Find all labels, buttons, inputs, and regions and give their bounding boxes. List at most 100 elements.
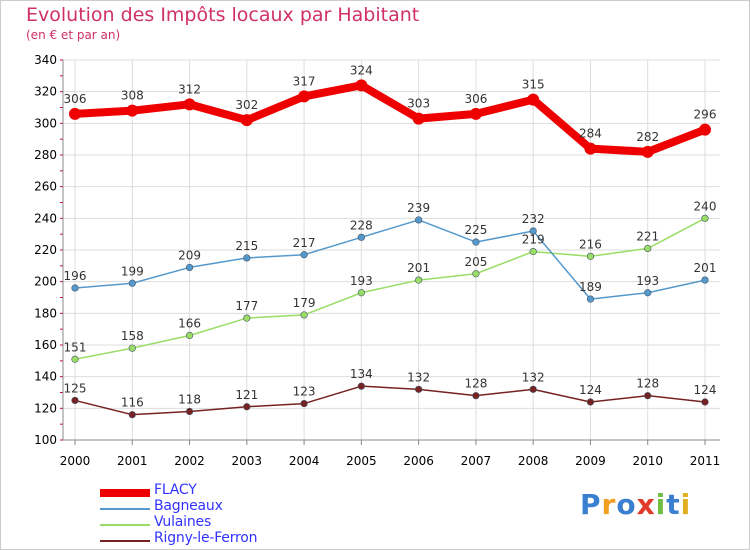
data-label: 228 <box>350 218 373 232</box>
data-label: 209 <box>178 248 201 262</box>
data-label: 284 <box>579 127 602 141</box>
data-label: 179 <box>293 296 316 310</box>
x-tick-label: 2001 <box>117 454 148 468</box>
logo-letter: t <box>666 488 681 521</box>
data-label: 308 <box>121 89 144 103</box>
data-point <box>69 107 81 120</box>
y-tick-label: 140 <box>34 370 57 384</box>
data-point <box>415 276 423 284</box>
data-point <box>644 244 652 253</box>
legend-swatch <box>100 524 150 526</box>
data-label: 296 <box>694 108 717 122</box>
x-tick-label: 2004 <box>289 454 320 468</box>
data-point <box>529 227 537 235</box>
data-label: 193 <box>636 274 659 288</box>
data-point <box>527 93 540 106</box>
data-label: 123 <box>293 385 316 399</box>
logo-letter: x <box>636 488 656 521</box>
data-point <box>529 247 537 256</box>
data-point <box>584 142 597 155</box>
logo-letter: i <box>680 488 692 521</box>
x-tick-label: 2009 <box>575 454 606 468</box>
y-tick-label: 280 <box>34 148 57 162</box>
data-label: 315 <box>522 78 545 92</box>
series-lines <box>71 81 709 416</box>
series-line-rigny-le-ferron <box>74 385 706 416</box>
data-label: 302 <box>235 98 258 112</box>
y-tick-label: 200 <box>34 275 57 289</box>
data-label: 303 <box>407 97 430 111</box>
legend-label: Rigny-le-Ferron <box>154 530 258 546</box>
data-label: 132 <box>407 370 430 384</box>
data-point <box>472 392 480 400</box>
data-point <box>128 344 136 352</box>
data-point <box>644 392 652 400</box>
data-label: 239 <box>407 201 430 215</box>
data-point <box>644 289 652 297</box>
data-point <box>243 403 251 411</box>
x-tick-label: 2000 <box>60 454 91 468</box>
series-points <box>69 79 711 419</box>
chart-title: Evolution des Impôts locaux par Habitant <box>26 4 420 26</box>
x-tick-label: 2008 <box>518 454 549 468</box>
grid-lines <box>63 59 720 441</box>
data-label: 189 <box>579 280 602 294</box>
data-label: 166 <box>178 317 201 331</box>
data-label: 215 <box>235 239 258 253</box>
data-label: 116 <box>121 396 144 410</box>
legend-swatch <box>100 508 150 510</box>
data-point <box>185 263 194 272</box>
y-tick-label: 180 <box>34 306 57 320</box>
data-label: 232 <box>522 212 545 226</box>
data-label: 128 <box>636 377 659 391</box>
data-label: 306 <box>464 92 487 106</box>
x-axis-ticks: 2000 2001 2002 2003 2004 2005 2006 2007 2008 2009… <box>60 454 721 468</box>
legend-swatch <box>100 540 150 542</box>
data-label: 125 <box>64 381 87 395</box>
data-label: 312 <box>178 82 201 96</box>
data-point <box>412 112 425 125</box>
data-label: 199 <box>121 264 144 278</box>
data-label: 196 <box>64 269 87 283</box>
data-label: 201 <box>694 261 717 275</box>
data-label: 124 <box>579 383 602 397</box>
data-label: 118 <box>178 393 201 407</box>
data-point <box>298 90 311 103</box>
legend-label: FLACY <box>154 482 197 498</box>
data-labels: 125 116 118 121 123 134 132 128 132 124 128 124 151 1… <box>64 63 717 409</box>
y-tick-label: 320 <box>34 85 57 99</box>
x-tick-label: 2006 <box>403 454 434 468</box>
y-tick-label: 340 <box>34 53 57 67</box>
data-point <box>126 104 139 117</box>
y-tick-label: 120 <box>34 401 57 415</box>
series-line-flacy <box>71 81 709 156</box>
series-line-bagneaux <box>74 219 706 300</box>
data-point <box>415 385 423 393</box>
data-label: 219 <box>522 233 545 247</box>
data-label: 205 <box>464 255 487 269</box>
data-point <box>699 123 711 136</box>
data-label: 317 <box>293 74 316 88</box>
data-label: 306 <box>64 92 87 106</box>
x-tick-label: 2003 <box>232 454 263 468</box>
data-label: 128 <box>464 377 487 391</box>
data-point <box>243 314 251 322</box>
x-tick-label: 2010 <box>632 454 663 468</box>
chart-subtitle: (en € et par an) <box>26 28 121 42</box>
data-label: 324 <box>350 63 373 77</box>
data-label: 240 <box>694 199 717 213</box>
data-point <box>183 98 196 111</box>
data-point <box>357 289 365 297</box>
data-point <box>243 254 251 262</box>
data-point <box>71 396 79 405</box>
data-point <box>300 251 308 259</box>
data-point <box>355 79 368 92</box>
data-point <box>701 214 709 222</box>
data-label: 225 <box>464 223 487 237</box>
data-point <box>240 114 253 127</box>
data-label: 177 <box>235 299 258 313</box>
y-tick-label: 300 <box>34 116 57 130</box>
y-tick-label: 220 <box>34 243 57 257</box>
y-tick-label: 160 <box>34 338 57 352</box>
legend-swatch <box>100 489 150 497</box>
